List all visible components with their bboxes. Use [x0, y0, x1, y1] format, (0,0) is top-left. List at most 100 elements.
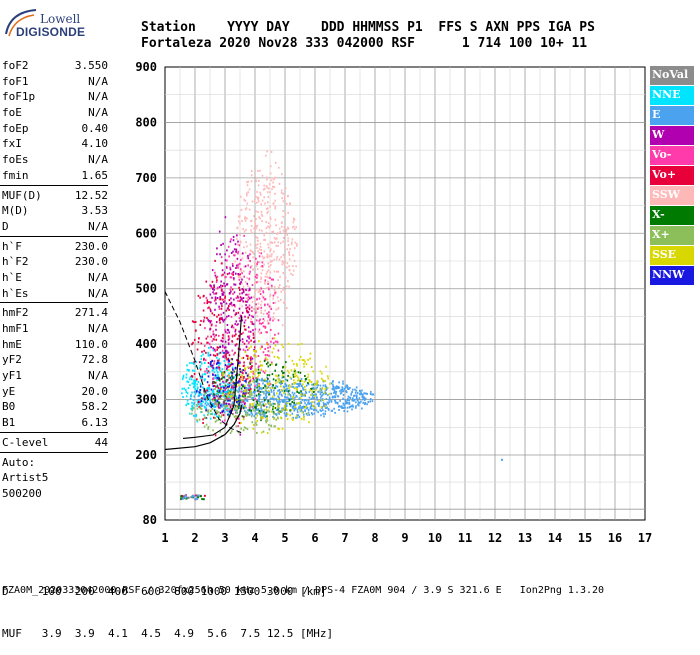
- echo-point: [223, 346, 226, 349]
- echo-point: [245, 304, 247, 307]
- echo-point: [327, 394, 329, 397]
- echo-point: [186, 368, 189, 371]
- echo-point: [241, 311, 244, 314]
- echo-point: [226, 351, 229, 354]
- echo-point: [213, 314, 216, 316]
- echo-point: [231, 366, 234, 369]
- echo-point: [277, 401, 280, 404]
- y-tick-label: 300: [135, 393, 157, 407]
- echo-point: [278, 428, 280, 431]
- echo-point: [263, 391, 265, 394]
- echo-point: [257, 368, 260, 371]
- echo-point: [321, 391, 323, 394]
- echo-point: [228, 363, 231, 366]
- echo-point: [260, 418, 262, 421]
- echo-point: [266, 176, 268, 179]
- echo-point: [258, 404, 260, 406]
- echo-point: [227, 407, 229, 410]
- echo-point: [218, 298, 221, 301]
- echo-point: [194, 393, 197, 396]
- echo-point: [327, 386, 329, 389]
- echo-point: [253, 394, 256, 397]
- echo-point: [257, 376, 259, 378]
- echo-point: [267, 187, 270, 190]
- echo-point: [283, 390, 286, 392]
- echo-point: [281, 370, 283, 373]
- echo-point: [263, 397, 265, 399]
- echo-point: [258, 216, 260, 219]
- echo-point: [195, 365, 197, 368]
- echo-point: [305, 391, 308, 394]
- echo-point: [223, 395, 226, 398]
- echo-point: [185, 497, 188, 500]
- echo-point: [263, 298, 266, 301]
- echo-point: [256, 378, 258, 381]
- echo-point: [274, 176, 276, 179]
- echo-point: [279, 230, 281, 233]
- echo-point: [186, 364, 188, 367]
- echo-point: [274, 199, 276, 202]
- echo-point: [272, 402, 274, 405]
- echo-point: [220, 415, 222, 418]
- echo-point: [334, 386, 337, 389]
- echo-point: [243, 342, 246, 345]
- echo-point: [251, 310, 253, 312]
- echo-point: [223, 411, 226, 414]
- param-label: yF1: [2, 369, 22, 383]
- echo-point: [292, 375, 295, 378]
- echo-point: [272, 319, 274, 322]
- echo-point: [215, 281, 218, 284]
- echo-point: [227, 398, 229, 400]
- echo-point: [293, 218, 296, 221]
- echo-point: [266, 415, 268, 418]
- echo-point: [211, 269, 214, 272]
- echo-point: [341, 390, 343, 392]
- echo-point: [266, 287, 268, 290]
- echo-point: [267, 386, 270, 389]
- echo-point: [266, 381, 269, 384]
- echo-point: [251, 315, 253, 318]
- echo-point: [197, 341, 200, 344]
- echo-point: [222, 333, 224, 336]
- echo-point: [225, 354, 227, 357]
- echo-point: [333, 407, 335, 410]
- echo-point: [266, 207, 268, 210]
- echo-point: [239, 368, 241, 370]
- echo-point: [369, 393, 372, 395]
- echo-point: [246, 297, 248, 300]
- echo-point: [211, 340, 214, 343]
- muf-row: MUF 3.9 3.9 4.1 4.5 4.9 5.6 7.5 12.5 [MH…: [2, 627, 334, 640]
- echo-point: [246, 217, 248, 220]
- echo-point: [289, 247, 291, 250]
- param-label: fxI: [2, 137, 22, 151]
- echo-point: [277, 332, 280, 335]
- echo-point: [193, 361, 195, 364]
- echo-point: [239, 339, 242, 342]
- echo-point: [309, 389, 312, 392]
- echo-point: [217, 387, 220, 389]
- echo-point: [254, 384, 256, 387]
- echo-point: [235, 396, 238, 399]
- echo-point: [232, 272, 234, 275]
- echo-point: [295, 371, 297, 374]
- echo-point: [240, 387, 243, 390]
- echo-point: [282, 215, 284, 218]
- echo-point: [342, 393, 345, 396]
- echo-point: [208, 354, 210, 357]
- echo-point: [225, 380, 227, 383]
- echo-point: [207, 375, 210, 378]
- echo-point: [357, 401, 360, 404]
- echo-point: [262, 291, 265, 294]
- echo-point: [258, 340, 260, 343]
- echo-point: [198, 391, 201, 394]
- echo-point: [201, 373, 204, 376]
- echo-point: [255, 303, 257, 306]
- echo-point: [261, 199, 264, 202]
- param-value: N/A: [88, 90, 108, 104]
- echo-point: [284, 396, 286, 399]
- echo-point: [222, 390, 225, 393]
- echo-point: [275, 413, 277, 416]
- echo-point: [253, 409, 255, 412]
- echo-point: [245, 392, 247, 395]
- echo-point: [242, 252, 244, 255]
